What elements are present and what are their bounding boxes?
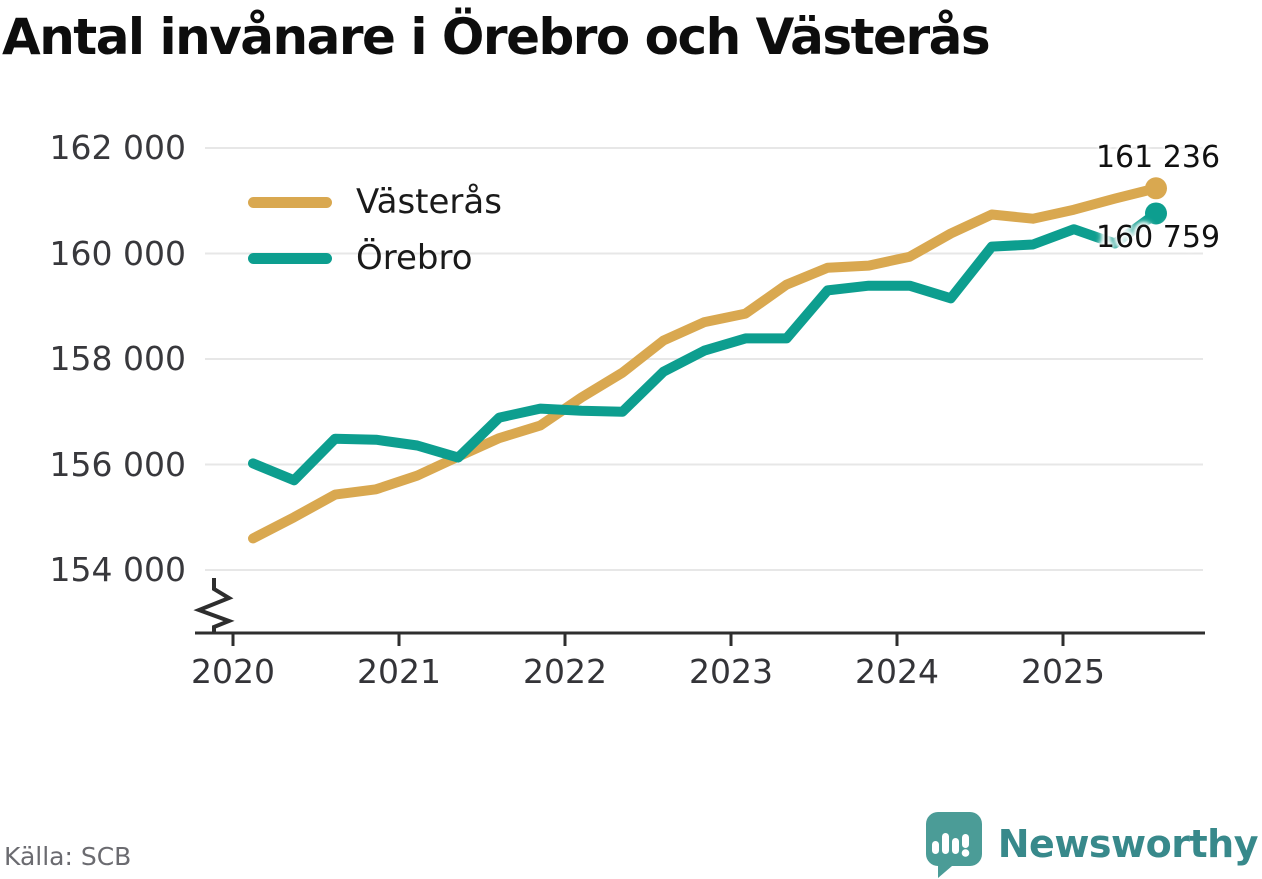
x-tick-label: 2023 (689, 652, 773, 691)
legend-swatch-vasteras (248, 196, 332, 208)
y-tick-label: 154 000 (49, 550, 186, 589)
newsworthy-wordmark: Newsworthy (997, 822, 1259, 866)
x-tick-label: 2021 (357, 652, 441, 691)
x-tick-label: 2025 (1021, 652, 1105, 691)
y-tick-label: 156 000 (49, 444, 186, 484)
chart-title: Antal invånare i Örebro och Västerås (2, 8, 991, 66)
y-tick-label: 160 000 (49, 233, 186, 273)
legend-label: Örebro (356, 238, 473, 278)
y-tick-label: 158 000 (49, 339, 186, 378)
legend-item-vasteras: Västerås (248, 174, 502, 230)
line-chart (193, 147, 1205, 646)
end-value-label-vasteras: 161 236 (1095, 140, 1221, 176)
source-caption: Källa: SCB (4, 842, 132, 871)
axis-break-icon (193, 578, 235, 634)
end-value-label-orebro: 160 759 (1095, 220, 1221, 256)
x-tick-label: 2024 (855, 652, 939, 691)
y-tick-label: 162 000 (49, 128, 186, 167)
logo-bar-tall (941, 833, 949, 854)
legend-swatch-orebro (248, 252, 332, 264)
x-tick-label: 2022 (523, 652, 607, 691)
logo-bar-short (931, 841, 939, 854)
end-dot-vasteras (1145, 177, 1167, 200)
x-tick-label: 2020 (191, 652, 275, 691)
logo-bar-medium (951, 838, 959, 854)
legend-label: Västerås (356, 182, 502, 222)
newsworthy-icon (925, 812, 982, 878)
chart-legend: Västerås Örebro (248, 174, 502, 286)
series-line-vasteras (248, 183, 1161, 544)
series-line-orebro (248, 208, 1161, 486)
logo-exclamation-bar (961, 834, 969, 848)
newsworthy-logo: Newsworthy (920, 810, 1259, 878)
legend-item-orebro: Örebro (248, 230, 502, 286)
logo-exclamation-dot (961, 849, 970, 857)
end-dot-orebro (1145, 202, 1167, 225)
